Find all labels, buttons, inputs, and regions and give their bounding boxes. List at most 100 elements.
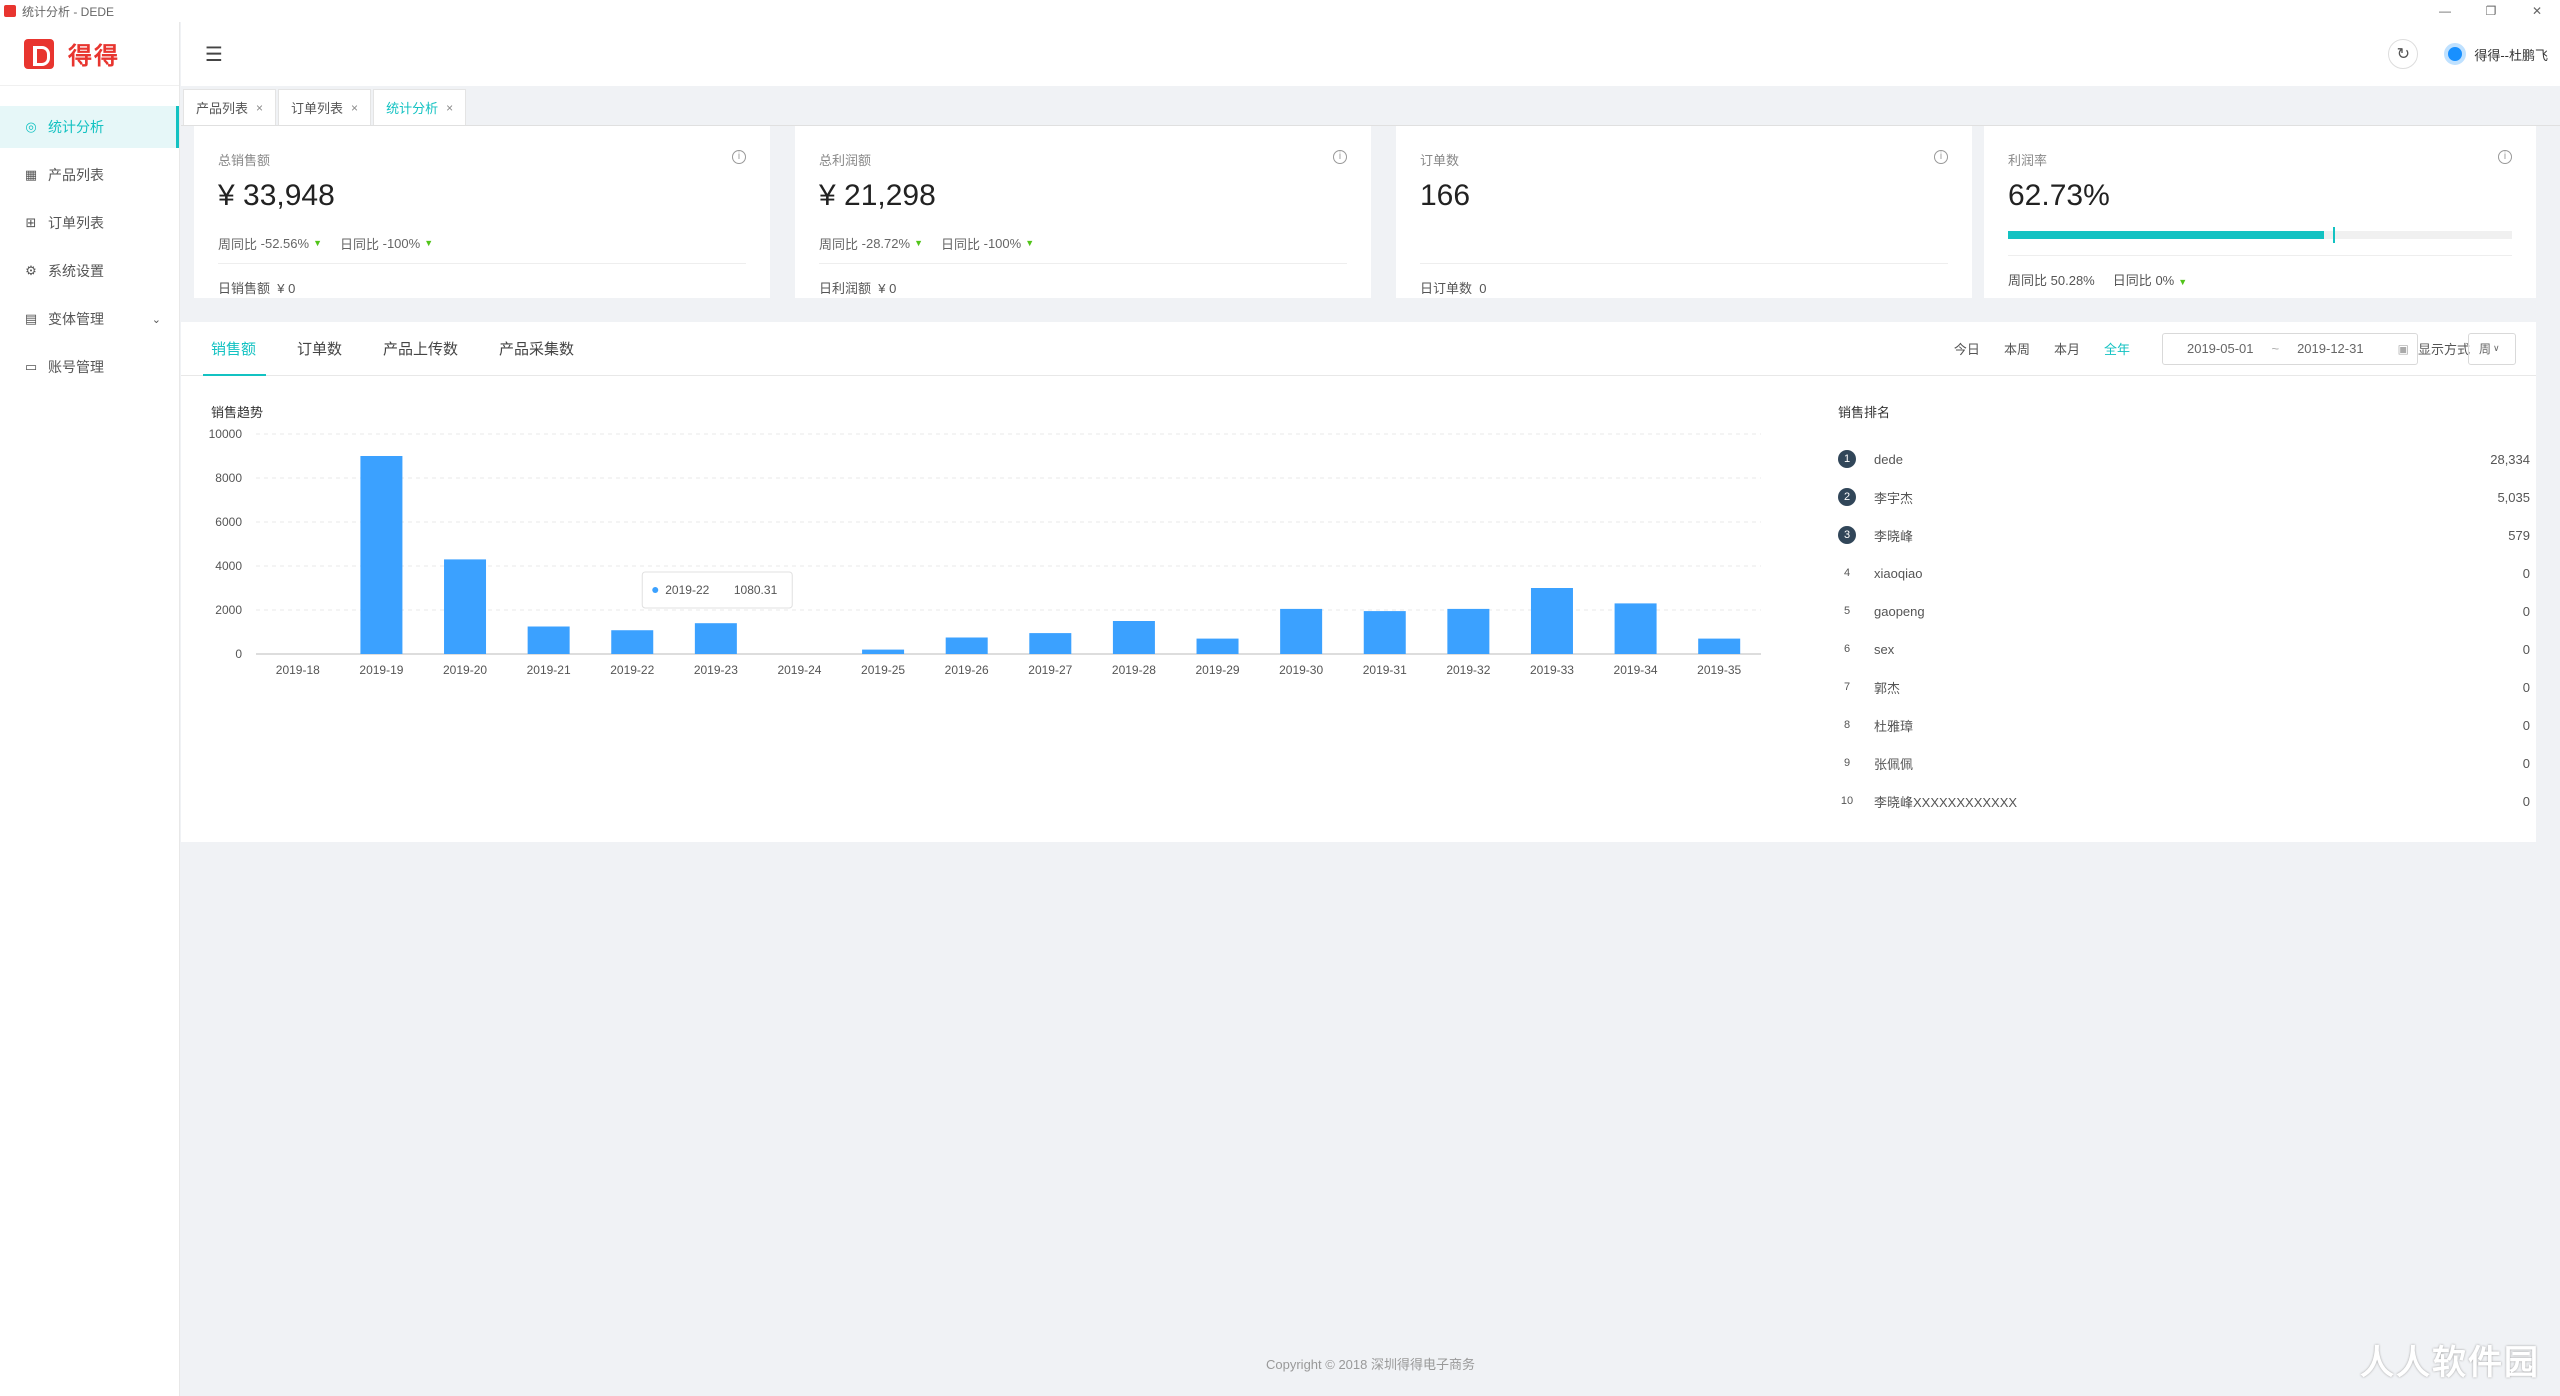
bar <box>1363 611 1406 654</box>
rank-name: sex <box>1874 641 1895 657</box>
list-item: 9 张佩佩 0 <box>1838 744 2530 782</box>
calendar-icon: ▣ <box>2397 341 2409 356</box>
y-tick-label: 0 <box>235 647 242 661</box>
close-icon[interactable]: × <box>256 100 264 115</box>
y-tick-label: 2000 <box>215 603 242 617</box>
username[interactable]: 得得--杜鹏飞 <box>2474 47 2548 63</box>
progress-fill <box>2008 231 2324 239</box>
x-tick-label: 2019-29 <box>1196 663 1240 677</box>
panel-tab-0[interactable]: 销售额 <box>202 322 267 376</box>
logo-text: 得得 <box>68 43 120 70</box>
bar <box>360 456 403 654</box>
close-icon[interactable]: × <box>446 100 454 115</box>
range-option-2[interactable]: 本月 <box>2053 342 2080 357</box>
list-item: 2 李宇杰 5,035 <box>1838 478 2530 516</box>
date-separator: ~ <box>2271 341 2280 356</box>
footer-value: 0 <box>1479 281 1487 296</box>
card-compare: 周同比 -28.72% ▼ 日同比 -100% ▼ <box>819 229 1347 257</box>
rank-name: xiaoqiao <box>1874 565 1923 581</box>
close-button[interactable]: ✕ <box>2531 4 2543 18</box>
wow-value: -52.56% <box>260 235 310 251</box>
rank-number: 3 <box>1838 526 1856 544</box>
rank-name: dede <box>1874 451 1903 467</box>
bar <box>694 623 737 654</box>
x-tick-label: 2019-24 <box>777 663 821 677</box>
bar <box>1530 588 1573 654</box>
x-tick-label: 2019-34 <box>1614 663 1658 677</box>
book-icon: ▤ <box>24 311 38 326</box>
rank-number: 9 <box>1843 757 1851 769</box>
bar <box>862 649 905 654</box>
rank-name: 李宇杰 <box>1874 490 1914 506</box>
sidebar-item-2[interactable]: ⊞ 订单列表 <box>0 202 179 244</box>
logo-icon <box>24 38 54 69</box>
info-icon[interactable]: i <box>1333 150 1347 164</box>
list-item: 10 李晓峰XXXXXXXXXXXX 0 <box>1838 782 2530 820</box>
range-option-0[interactable]: 今日 <box>1953 342 1980 357</box>
card-title: 总利润额 <box>819 153 872 168</box>
close-icon[interactable]: × <box>351 100 359 115</box>
info-icon[interactable]: i <box>1934 150 1948 164</box>
rank-value: 0 <box>2522 755 2530 771</box>
rank-name: 张佩佩 <box>1874 756 1914 772</box>
tab-2[interactable]: 统计分析 × <box>373 89 467 125</box>
wow-label: 周同比 <box>819 236 859 252</box>
card-value: ¥ 21,298 <box>819 179 936 212</box>
bar <box>1698 638 1741 654</box>
menu-fold-icon[interactable]: ☰ <box>205 43 223 66</box>
sidebar-item-3[interactable]: ⚙ 系统设置 <box>0 250 179 292</box>
bar <box>945 637 988 654</box>
logo[interactable]: 得得 <box>0 22 179 86</box>
table-icon: ▦ <box>24 167 38 182</box>
sidebar-item-1[interactable]: ▦ 产品列表 <box>0 154 179 196</box>
panel-tab-2[interactable]: 产品上传数 <box>383 341 459 358</box>
bar <box>611 630 654 654</box>
maximize-button[interactable]: ❐ <box>2485 4 2497 18</box>
trend-down-icon: ▼ <box>424 238 434 248</box>
refresh-button[interactable]: ↻ <box>2388 39 2419 69</box>
minimize-button[interactable]: — <box>2439 4 2451 18</box>
window-titlebar: 统计分析 - DEDE — ❐ ✕ <box>0 0 2560 22</box>
app-icon <box>4 5 16 17</box>
panel-tab-1[interactable]: 订单数 <box>297 341 343 358</box>
y-tick-label: 10000 <box>209 427 243 441</box>
display-mode-label: 显示方式 <box>2417 342 2470 357</box>
range-option-3[interactable]: 全年 <box>2103 342 2130 357</box>
dod-label: 日同比 <box>2112 273 2152 288</box>
panel-tabs: 销售额 订单数 产品上传数 产品采集数 今日 本周 本月 全年 2019-05-01 ~ 2… <box>181 322 2536 376</box>
rank-number: 6 <box>1843 643 1851 655</box>
panel-tools: 今日 本周 本月 全年 2019-05-01 ~ 2019-12-31 ▣ 显示方式 … <box>1930 332 2516 365</box>
tooltip-value: 1080.31 <box>734 583 778 597</box>
bar <box>1029 633 1072 654</box>
sidebar-item-0[interactable]: ◎ 统计分析 <box>0 106 179 148</box>
panel-tab-3[interactable]: 产品采集数 <box>499 341 575 358</box>
y-tick-label: 8000 <box>215 471 242 485</box>
x-tick-label: 2019-19 <box>359 663 403 677</box>
tab-0[interactable]: 产品列表 × <box>183 89 277 125</box>
sidebar-menu: ◎ 统计分析 ▦ 产品列表 ⊞ 订单列表 ⚙ 系统设置 ▤ 变体管理 ⌄ ▭ 账号管理 <box>0 86 179 388</box>
info-icon[interactable]: i <box>2498 150 2512 164</box>
info-icon[interactable]: i <box>732 150 746 164</box>
x-tick-label: 2019-32 <box>1446 663 1490 677</box>
list-item: 6 sex 0 <box>1838 630 2530 668</box>
sidebar-item-5[interactable]: ▭ 账号管理 <box>0 346 179 388</box>
footer-label: 日销售额 <box>218 281 271 296</box>
x-tick-label: 2019-25 <box>861 663 905 677</box>
x-tick-label: 2019-21 <box>527 663 571 677</box>
wow-label: 周同比 <box>2008 273 2048 288</box>
sidebar-item-4[interactable]: ▤ 变体管理 ⌄ <box>0 298 179 340</box>
wow-value: -28.72% <box>861 235 911 251</box>
tab-1[interactable]: 订单列表 × <box>278 89 372 125</box>
y-tick-label: 6000 <box>215 515 242 529</box>
date-range-picker[interactable]: 2019-05-01 ~ 2019-12-31 ▣ <box>2161 332 2418 365</box>
copyright-footer: Copyright © 2018 深圳得得电子商务 <box>1266 1357 1475 1372</box>
sales-bar-chart: 0 2000 4000 6000 8000 10000 2019-18 2019-19 2019… <box>209 427 1761 677</box>
range-option-1[interactable]: 本周 <box>2003 342 2030 357</box>
avatar[interactable] <box>2444 43 2467 65</box>
footer-value: ¥ 0 <box>277 281 296 296</box>
wow-value: 50.28% <box>2050 273 2095 288</box>
display-mode-select[interactable]: 周 ∨ <box>2468 332 2516 365</box>
window-controls: — ❐ ✕ <box>2422 0 2560 22</box>
bar <box>1280 608 1323 654</box>
card-compare: 周同比 -52.56% ▼ 日同比 -100% ▼ <box>218 229 746 257</box>
